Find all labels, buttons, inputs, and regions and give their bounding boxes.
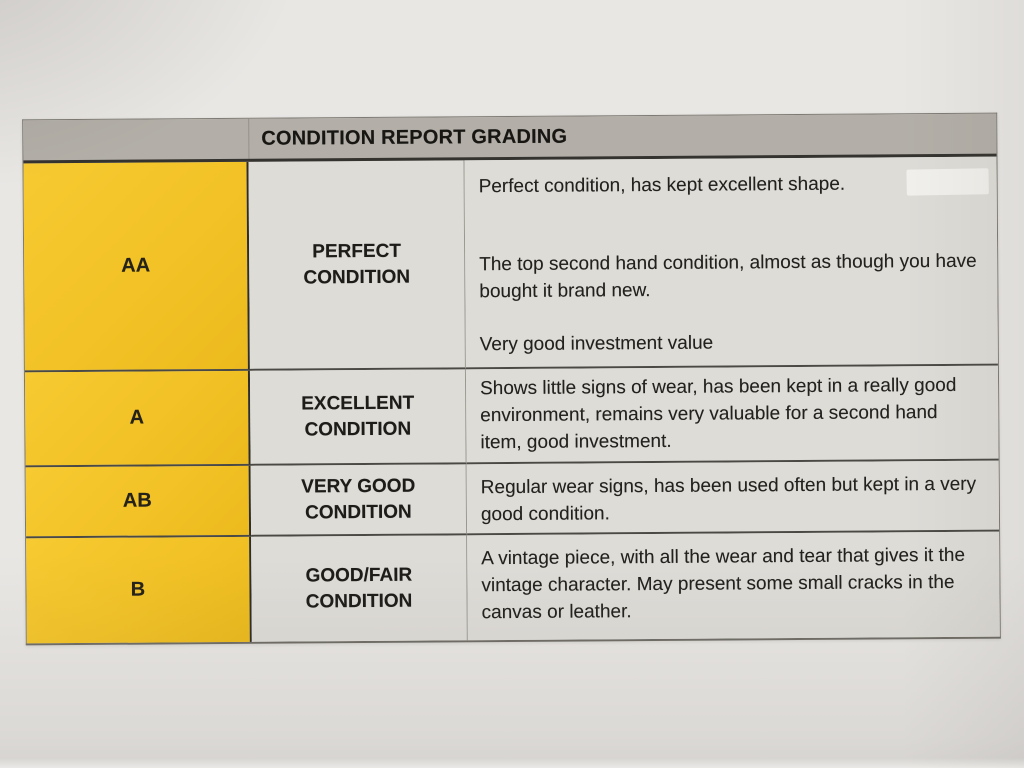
photo-edge-highlight <box>0 758 1024 768</box>
table-header-bar: CONDITION REPORT GRADING <box>23 113 997 164</box>
grade-cell-a: A <box>24 370 251 468</box>
grade-cell-ab: AB <box>25 465 252 539</box>
description-cell-ab: Regular wear signs, has been used often … <box>466 460 1000 536</box>
description-paragraph: Shows little signs of wear, has been kep… <box>479 374 957 454</box>
description-paragraph: The top second hand condition, almost as… <box>479 250 977 303</box>
description-cell-aa: Perfect condition, has kept excellent sh… <box>464 156 998 370</box>
table-title: CONDITION REPORT GRADING <box>261 125 568 150</box>
condition-label-excellent: EXCELLENT CONDITION <box>249 369 467 466</box>
description-paragraph: Regular wear signs, has been used often … <box>480 473 977 526</box>
description-cell-b: A vintage piece, with all the wear and t… <box>467 531 1000 641</box>
grade-cell-b: B <box>26 536 252 644</box>
condition-label-good-fair: GOOD/FAIR CONDITION <box>251 535 468 642</box>
description-paragraph: Perfect condition, has kept excellent sh… <box>478 173 846 198</box>
condition-grading-table: CONDITION REPORT GRADING AA PERFECT COND… <box>22 112 1001 646</box>
description-cell-a: Shows little signs of wear, has been kep… <box>465 365 999 465</box>
condition-label-perfect: PERFECT CONDITION <box>248 160 466 371</box>
grade-cell-aa: AA <box>23 161 250 373</box>
description-paragraph: Very good investment value <box>479 332 714 356</box>
description-paragraph: A vintage piece, with all the wear and t… <box>481 544 966 624</box>
whiteout-correction-patch <box>906 168 989 196</box>
condition-label-very-good: VERY GOOD CONDITION <box>250 464 468 537</box>
